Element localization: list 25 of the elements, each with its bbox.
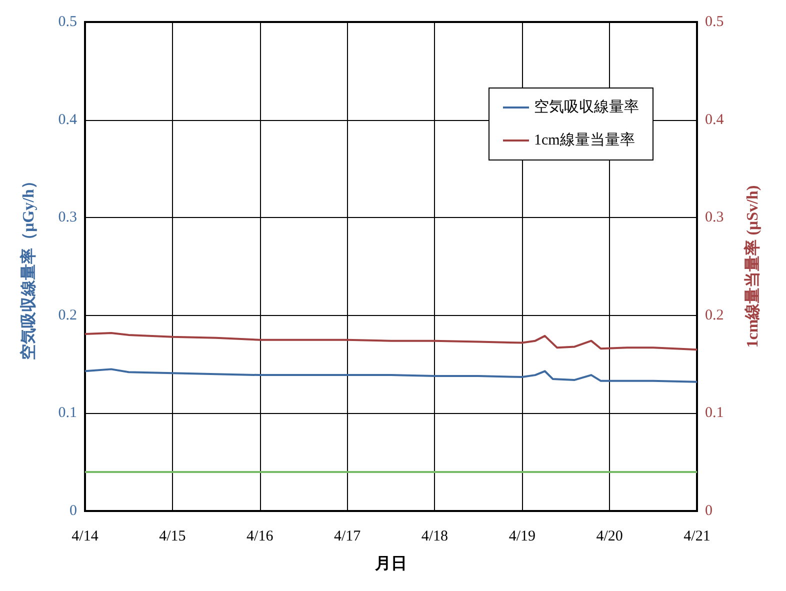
x-tick-label: 4/19 [508, 528, 536, 544]
y2-axis-title: 1cm線量当量率 (μSv/h) [742, 185, 762, 348]
y2-tick-label: 0.1 [705, 405, 724, 422]
y2-tick-label: 0.5 [705, 14, 724, 30]
x-tick-label: 4/20 [596, 528, 623, 544]
y-tick-label: 0.1 [58, 405, 77, 422]
y-tick-label: 0.2 [58, 307, 77, 324]
y-tick-label: 0 [70, 503, 77, 519]
y2-tick-label: 0 [705, 503, 712, 519]
x-tick-label: 4/16 [246, 528, 274, 544]
x-tick-label: 4/14 [72, 528, 99, 544]
y-tick-label: 0.4 [58, 112, 78, 128]
y-tick-label: 0.3 [58, 210, 77, 226]
legend-label: 空気吸収線量率 [534, 98, 639, 116]
x-tick-label: 4/15 [159, 528, 186, 544]
legend-label: 1cm線量当量率 [534, 132, 635, 148]
x-tick-label: 4/18 [421, 528, 448, 544]
y2-tick-label: 0.2 [705, 307, 724, 324]
y-axis-title: 空気吸収線量率（μGy/h） [18, 173, 38, 360]
y2-tick-label: 0.3 [705, 210, 724, 226]
x-tick-label: 4/21 [684, 528, 710, 544]
x-tick-label: 4/17 [334, 528, 362, 544]
y2-tick-label: 0.4 [705, 112, 724, 128]
y-tick-label: 0.5 [58, 14, 77, 30]
x-axis-title: 月日 [374, 556, 407, 572]
